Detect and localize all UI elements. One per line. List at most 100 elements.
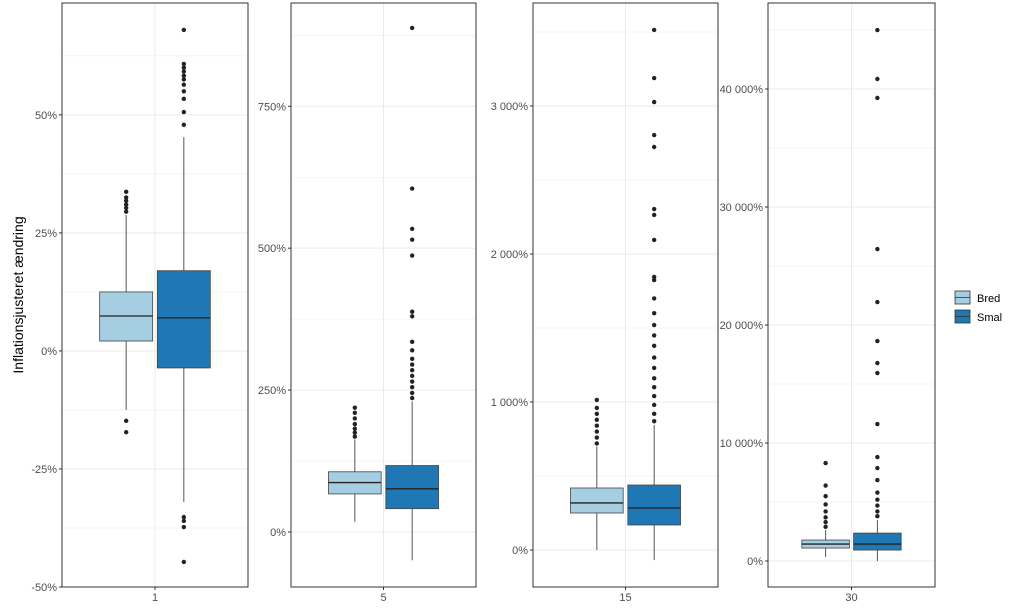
outlier-point (594, 405, 600, 411)
outlier-point (123, 189, 129, 195)
outlier-point (181, 89, 187, 94)
box-bred (99, 189, 154, 435)
outlier-point (651, 237, 657, 243)
outlier-point (181, 65, 187, 70)
outlier-point (651, 27, 657, 33)
outlier-point (823, 483, 828, 488)
outlier-point (651, 393, 657, 399)
y-tick-label: 250% (258, 385, 286, 397)
outlier-point (352, 416, 358, 421)
box-smal (385, 25, 439, 561)
outlier-point (875, 360, 880, 366)
outlier-point (409, 356, 415, 362)
y-tick-label: 500% (258, 243, 286, 255)
outlier-point (594, 411, 600, 417)
y-tick-label: 1 000% (491, 397, 529, 409)
outlier-point (181, 69, 187, 74)
y-tick-label: 0% (747, 556, 763, 568)
outlier-point (651, 376, 657, 381)
outlier-point (181, 559, 187, 565)
outlier-point (594, 435, 600, 440)
outlier-point (594, 429, 600, 434)
outlier-point (651, 206, 657, 212)
y-tick-label: 3 000% (491, 101, 529, 113)
outlier-point (123, 418, 129, 424)
outlier-point (651, 365, 657, 371)
outlier-point (823, 493, 828, 499)
outlier-point (181, 61, 187, 67)
outlier-point (875, 513, 880, 519)
outlier-point (823, 502, 828, 507)
outlier-point (123, 198, 129, 204)
y-axis-title: Inflationsjusteret ændring (10, 216, 26, 373)
outlier-point (594, 397, 600, 403)
y-tick-label: 0% (270, 527, 286, 539)
outlier-point (409, 367, 415, 373)
outlier-point (875, 338, 880, 344)
outlier-point (651, 132, 657, 138)
outlier-point (409, 226, 415, 232)
outlier-point (823, 519, 828, 525)
outlier-point (875, 454, 880, 460)
outlier-point (875, 27, 880, 33)
outlier-point (352, 405, 358, 410)
box-bred (801, 460, 850, 558)
outlier-point (181, 82, 187, 87)
legend-label-bred: Bred (977, 293, 1000, 305)
outlier-point (875, 76, 880, 82)
x-tick-label: 1 (152, 592, 158, 604)
outlier-point (875, 503, 880, 508)
outlier-point (823, 515, 828, 520)
outlier-point (651, 333, 657, 338)
outlier-point (823, 460, 828, 466)
outlier-point (875, 95, 880, 101)
outlier-point (651, 296, 657, 301)
outlier-point (409, 237, 415, 242)
box-smal (853, 27, 902, 562)
x-tick-label: 5 (380, 592, 386, 604)
outlier-point (823, 524, 828, 530)
outlier-point (651, 277, 657, 283)
outlier-point (875, 509, 880, 514)
outlier-point (181, 73, 187, 78)
outlier-point (594, 417, 600, 422)
outlier-point (875, 299, 880, 305)
outlier-point (181, 524, 187, 530)
iqr-box (627, 484, 681, 526)
y-tick-label: 25% (35, 228, 57, 240)
outlier-point (651, 99, 657, 105)
outlier-point (594, 423, 600, 428)
y-tick-label: -25% (31, 464, 57, 476)
outlier-point (123, 195, 129, 200)
y-tick-label: -50% (31, 582, 57, 594)
facet-panel-5: 0% 250% 500% 750% 5 (258, 2, 477, 604)
outlier-point (181, 514, 187, 520)
outlier-point (352, 410, 358, 415)
y-tick-label: 2 000% (491, 249, 529, 261)
outlier-point (651, 274, 657, 280)
outlier-point (409, 253, 415, 258)
outlier-point (181, 77, 187, 82)
outlier-point (875, 490, 880, 495)
outlier-point (409, 390, 415, 396)
y-tick-label: 10 000% (720, 438, 764, 450)
outlier-point (409, 25, 415, 31)
outlier-point (409, 348, 415, 353)
iqr-box (156, 270, 211, 369)
legend-label-smal: Smal (977, 312, 1002, 324)
facet-panel-30: 0% 10 000% 20 000% 30 000% 40 000% 30 (720, 2, 936, 604)
outlier-point (409, 395, 415, 401)
outlier-point (875, 370, 880, 376)
outlier-point (352, 426, 358, 431)
outlier-point (875, 246, 880, 252)
outlier-point (409, 309, 415, 314)
outlier-point (181, 109, 187, 115)
outlier-point (651, 75, 657, 81)
y-tick-label: 0% (512, 545, 528, 557)
outlier-point (651, 385, 657, 390)
outlier-point (181, 96, 187, 102)
outlier-point (181, 27, 187, 33)
y-tick-label: 0% (41, 346, 57, 358)
outlier-point (352, 434, 358, 439)
